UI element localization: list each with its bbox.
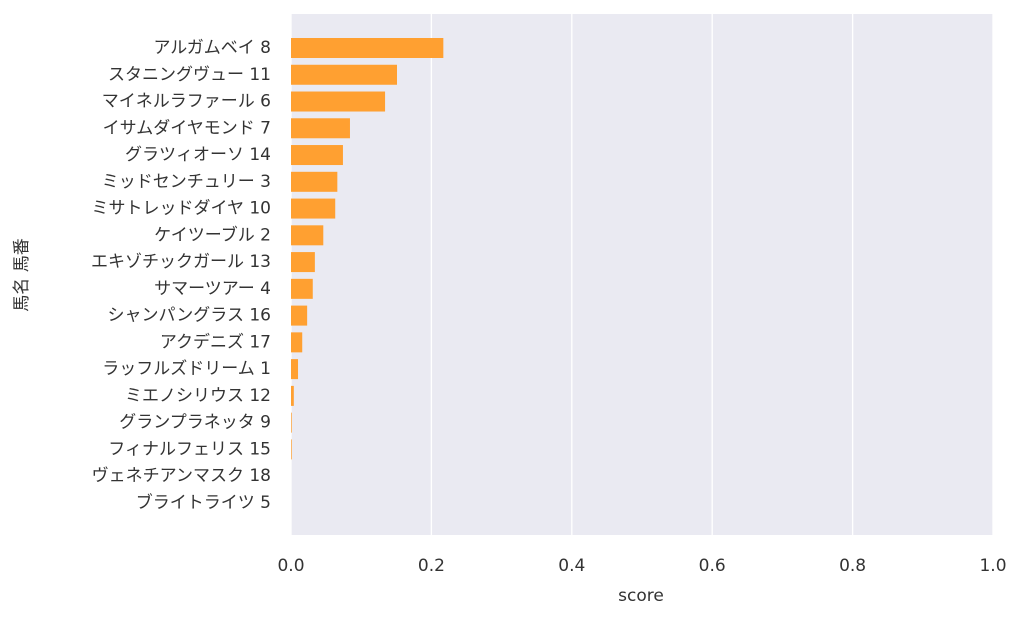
y-tick-label: フィナルフェリス 15	[108, 439, 271, 459]
bar	[291, 439, 292, 460]
bar	[291, 225, 324, 246]
y-tick-label: ラッフルズドリーム 1	[102, 359, 271, 379]
x-tick-label: 0.0	[277, 556, 304, 576]
y-tick-label: グラツィオーソ 14	[125, 145, 271, 165]
y-tick-label: グランプラネッタ 9	[119, 413, 271, 433]
y-tick-label: マイネルラファール 6	[102, 92, 271, 112]
y-tick-label: アクデニズ 17	[160, 331, 271, 352]
y-tick-label: ミエノシリウス 12	[125, 386, 271, 406]
y-tick-label: ミサトレッドダイヤ 10	[91, 199, 271, 219]
y-tick-label: ミッドセンチュリー 3	[102, 172, 271, 192]
bar	[291, 385, 294, 406]
x-tick-label: 0.6	[699, 556, 726, 576]
y-tick-label: シャンパングラス 16	[107, 306, 271, 326]
x-tick-label: 1.0	[979, 556, 1006, 576]
y-tick-label: アルガムベイ 8	[153, 38, 271, 58]
plot-area	[291, 14, 993, 535]
bar	[291, 305, 308, 326]
bar	[291, 412, 292, 433]
y-tick-label: ブライトライツ 5	[136, 492, 271, 513]
y-tick-label: イサムダイヤモンド 7	[103, 118, 271, 138]
x-tick-label: 0.2	[418, 556, 445, 576]
y-tick-label: スタニングヴュー 11	[108, 65, 271, 85]
bar	[291, 359, 299, 380]
bar	[291, 171, 338, 192]
x-tick-label: 0.8	[839, 556, 866, 576]
bar	[291, 118, 350, 139]
x-axis-label: score	[618, 586, 664, 606]
bar	[291, 278, 313, 299]
bar	[291, 64, 398, 85]
bar	[291, 91, 386, 112]
y-tick-label: ケイツーブル 2	[154, 224, 271, 245]
y-tick-label: ヴェネチアンマスク 18	[92, 466, 271, 486]
y-axis-label: 馬名 馬番	[12, 238, 32, 311]
bar	[291, 332, 303, 353]
x-tick-label: 0.4	[558, 556, 585, 576]
bar	[291, 145, 343, 166]
bar	[291, 252, 315, 273]
bar	[291, 198, 336, 219]
bar	[291, 38, 444, 58]
y-tick-label: エキゾチックガール 13	[91, 252, 271, 272]
y-tick-label: サマーツアー 4	[154, 279, 271, 299]
